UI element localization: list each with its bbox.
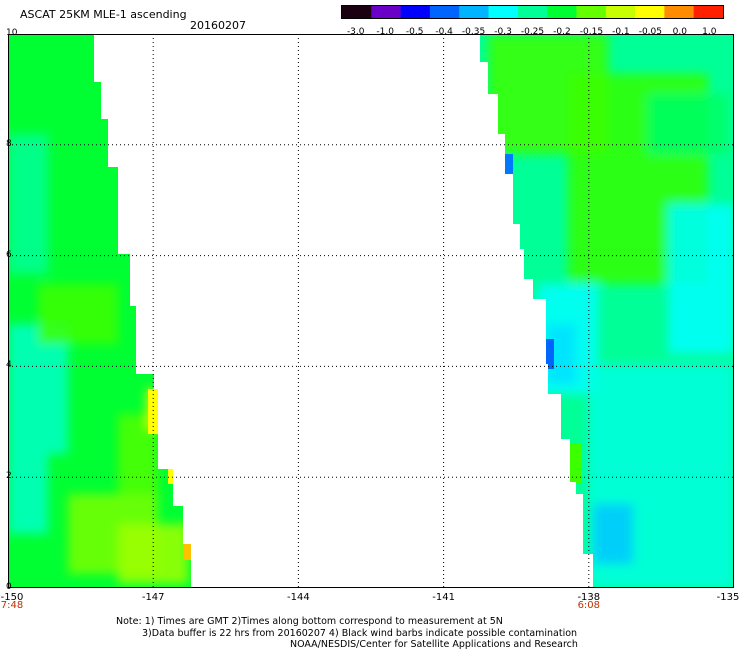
- map-title: ASCAT 25KM MLE-1 ascending: [20, 8, 187, 21]
- colorbar-tick-label: -0.1: [612, 27, 630, 37]
- colorbar: [341, 5, 724, 19]
- swath-east: [480, 34, 734, 588]
- colorbar-tick-label: 1.0: [702, 27, 717, 37]
- note-line-3: NOAA/NESDIS/Center for Satellite Applica…: [290, 639, 578, 650]
- y-axis-label: 4: [6, 360, 12, 371]
- x-axis-label: -138: [577, 592, 601, 603]
- colorbar-swatch: [400, 6, 431, 18]
- colorbar-swatch: [429, 6, 460, 18]
- colorbar-swatch: [547, 6, 577, 18]
- x-axis-label: -144: [287, 592, 310, 603]
- colorbar-swatch: [635, 6, 665, 18]
- map-grid: [8, 34, 734, 588]
- note-line-1: Note: 1) Times are GMT 2)Times along bot…: [116, 616, 503, 627]
- colorbar-tick-label: -0.3: [494, 27, 512, 37]
- colorbar-tick-label: -0.35: [461, 27, 486, 37]
- x-axis-label: -135: [716, 592, 740, 603]
- map-date: 20160207: [190, 19, 246, 32]
- swath-west: [8, 34, 191, 588]
- y-axis-label: 0: [6, 582, 12, 592]
- y-axis-label: 8: [6, 138, 12, 149]
- y-axis-label: 10: [6, 28, 18, 38]
- note-line-2: 3)Data buffer is 22 hrs from 20160207 4)…: [142, 628, 578, 639]
- colorbar-swatch: [459, 6, 490, 18]
- colorbar-swatch: [371, 6, 402, 18]
- colorbar-swatch: [605, 6, 636, 18]
- colorbar-swatch: [517, 6, 548, 18]
- colorbar-tick-label: -0.2: [553, 27, 571, 37]
- colorbar-swatch: [693, 6, 723, 18]
- colorbar-tick-label: -0.15: [579, 27, 604, 37]
- plot-frame: [8, 34, 734, 588]
- colorbar-tick-label: -0.5: [405, 27, 424, 37]
- map-plot: [8, 34, 734, 588]
- colorbar-tick-label: 0.0: [672, 27, 687, 37]
- colorbar-tick-label: -0.05: [638, 27, 662, 37]
- x-axis-label: -150: [0, 592, 24, 603]
- time-label: 7:48: [0, 600, 24, 611]
- colorbar-tick-label: -0.4: [435, 27, 453, 37]
- y-axis-label: 6: [6, 249, 12, 260]
- x-axis-label: -141: [432, 592, 455, 603]
- colorbar-tick-label: -3.0: [346, 27, 365, 37]
- colorbar-swatch: [664, 6, 695, 18]
- colorbar-swatch: [342, 6, 372, 18]
- x-axis-label: -147: [141, 592, 165, 603]
- colorbar-swatch: [488, 6, 519, 18]
- colorbar-swatch: [576, 6, 607, 18]
- y-axis-label: 2: [6, 471, 12, 482]
- time-label: 6:08: [577, 600, 601, 611]
- colorbar-tick-label: -0.25: [520, 27, 545, 37]
- colorbar-tick-label: -1.0: [376, 27, 394, 37]
